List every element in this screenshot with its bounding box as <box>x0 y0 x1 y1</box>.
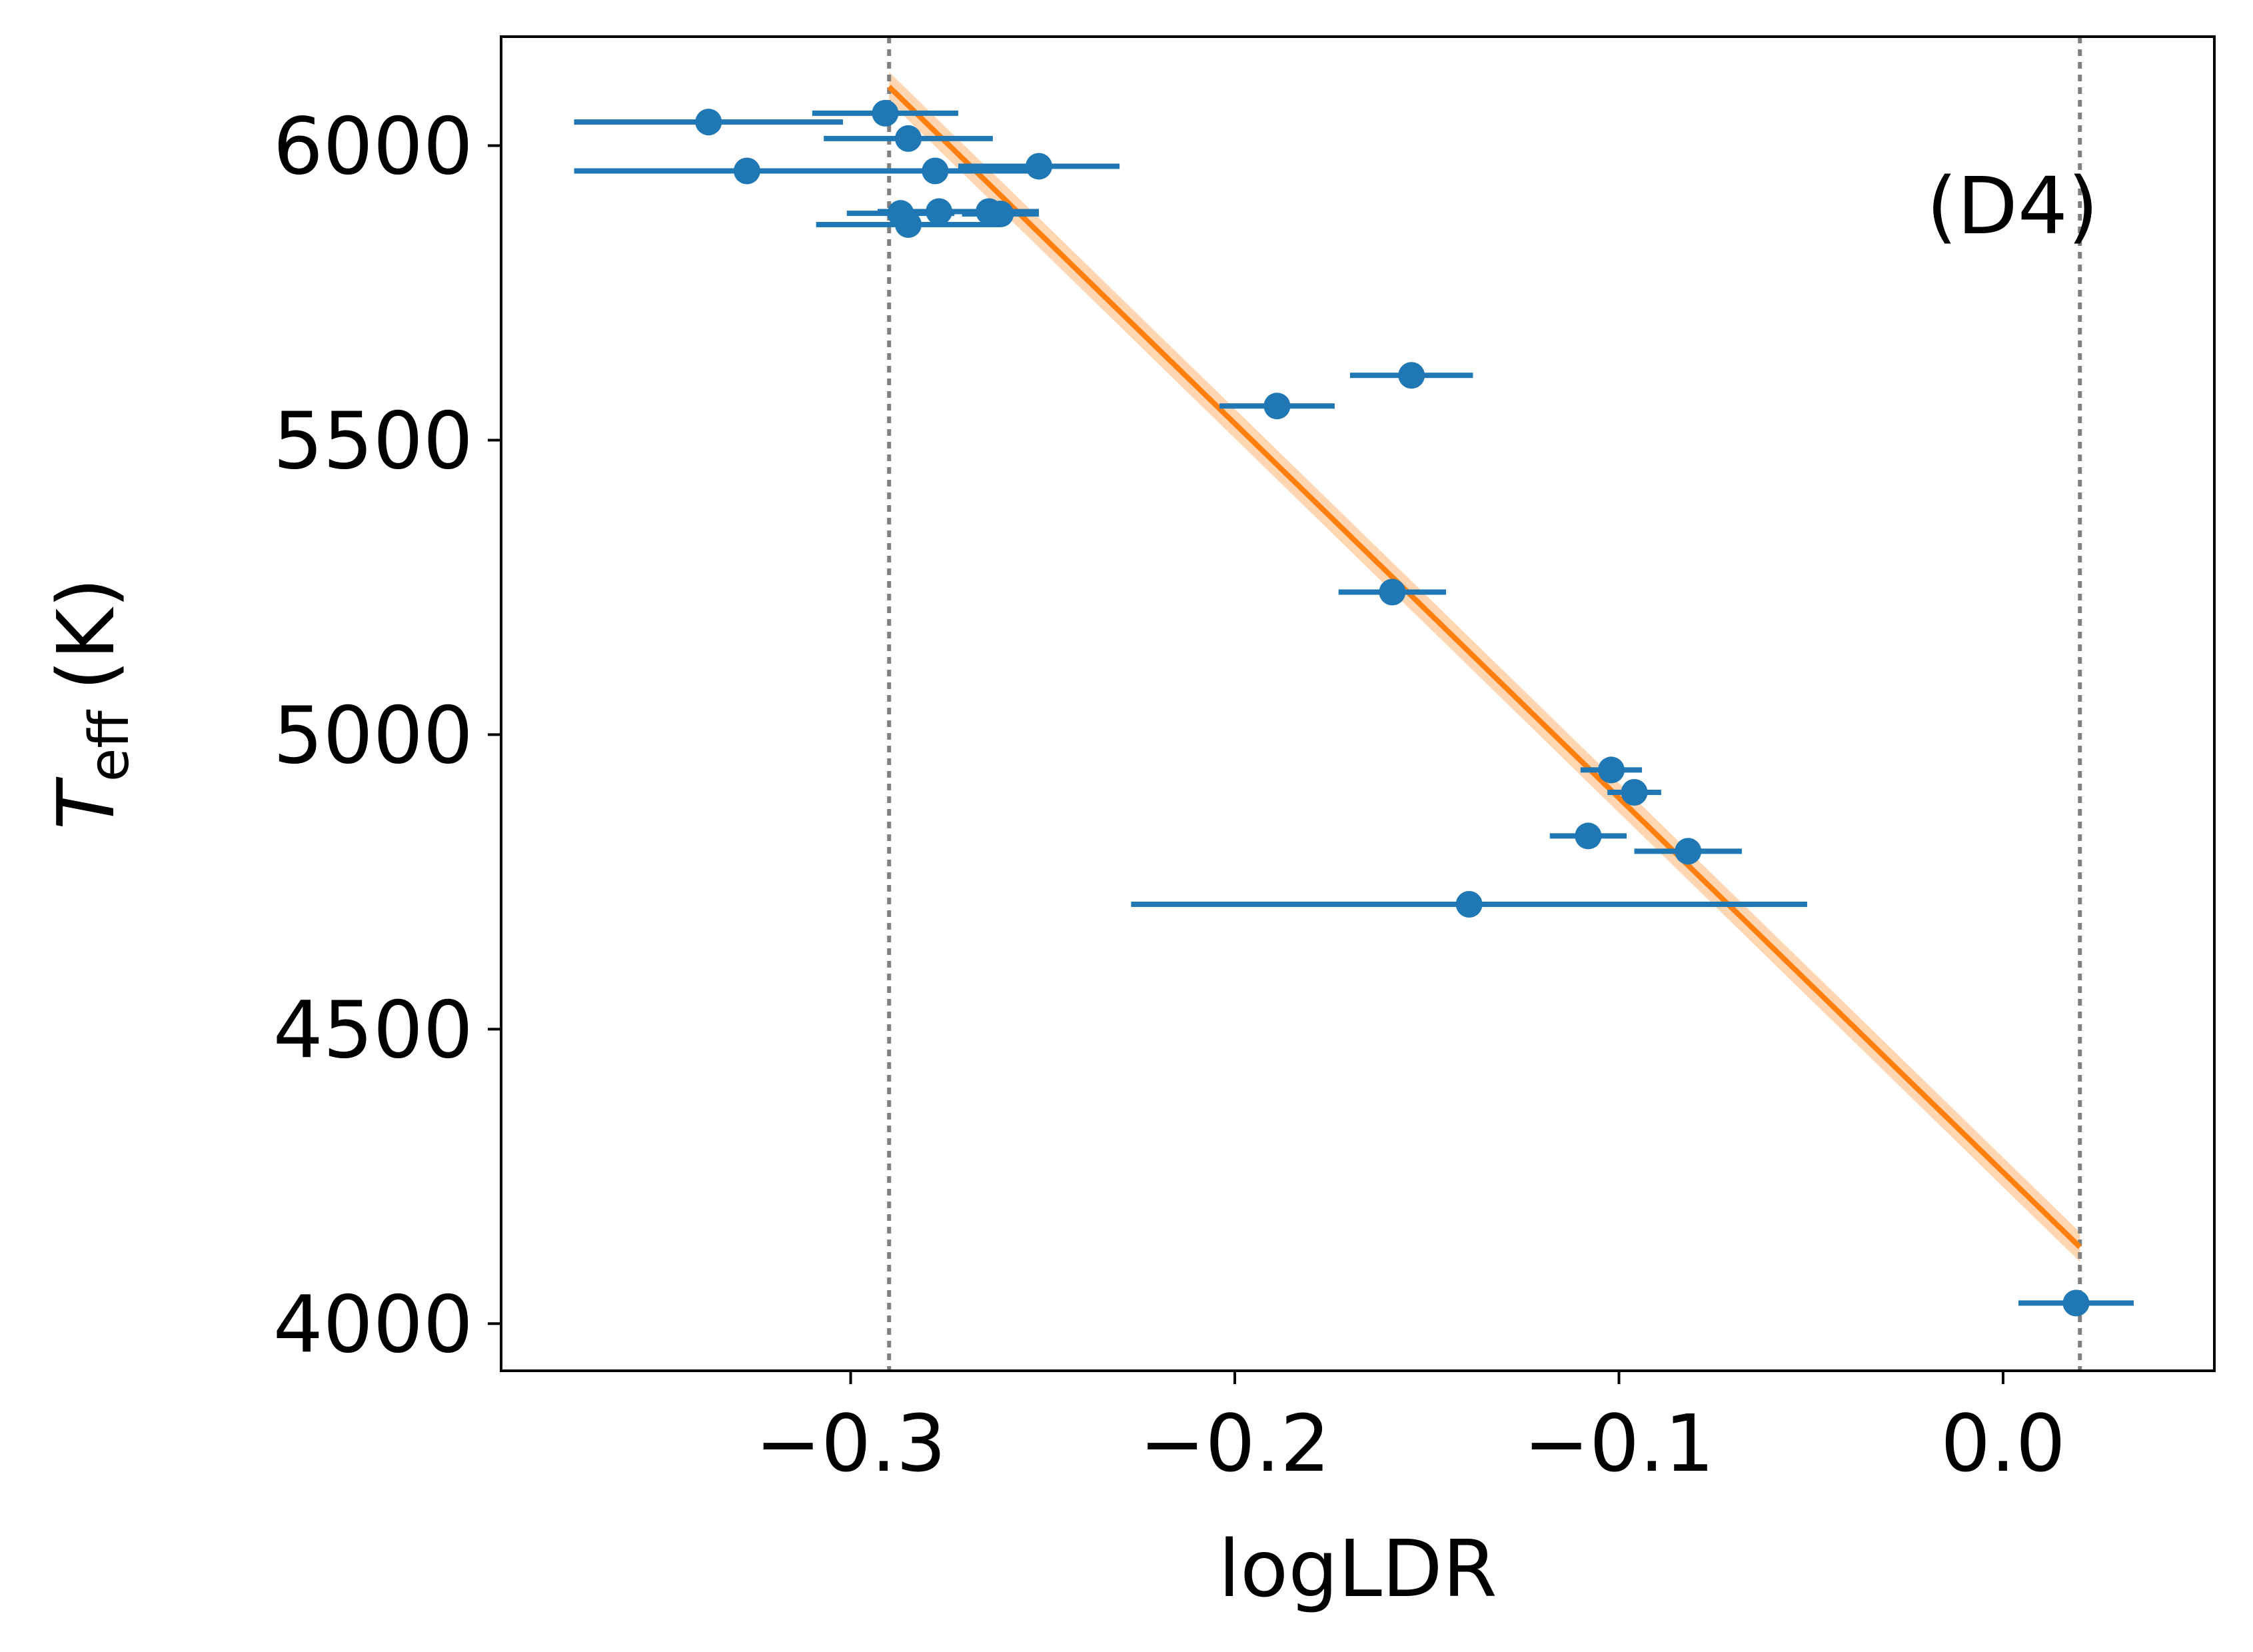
data-point-group-2 <box>824 125 993 152</box>
x-tick-label-2: −0.1 <box>1523 1397 1715 1489</box>
data-point-10 <box>895 211 922 238</box>
x-axis-label: logLDR <box>1218 1523 1497 1615</box>
data-point-9 <box>987 201 1014 228</box>
x-axis-ticks: −0.3 −0.2 −0.1 0.0 <box>755 1371 2066 1489</box>
data-point-group-1 <box>812 99 958 127</box>
data-point-13 <box>1379 578 1406 606</box>
y-tick-label-3: 5500 <box>273 395 473 486</box>
data-point-11 <box>1398 362 1425 389</box>
data-point-2 <box>895 125 922 152</box>
y-axis-label-unit: (K) <box>40 578 132 690</box>
data-point-group-10 <box>816 211 1001 238</box>
data-point-3 <box>733 157 760 185</box>
y-tick-label-1: 4500 <box>273 984 473 1076</box>
data-points-layer <box>574 99 2134 1317</box>
y-axis-label: Teff (K) <box>40 578 141 830</box>
data-point-group-9 <box>962 201 1040 228</box>
data-point-group-18 <box>1131 890 1807 918</box>
data-point-group-15 <box>1607 779 1661 806</box>
panel-annotation: (D4) <box>1926 160 2098 252</box>
data-point-group-5 <box>958 153 1120 180</box>
y-axis-label-main: T <box>40 776 132 830</box>
data-point-14 <box>1597 756 1625 784</box>
y-tick-label-4: 6000 <box>273 101 473 193</box>
data-point-17 <box>1675 838 1702 865</box>
y-tick-label-0: 4000 <box>273 1278 473 1370</box>
data-point-5 <box>1026 153 1053 180</box>
y-axis-ticks: 4000 4500 5000 5500 6000 <box>273 101 501 1370</box>
data-point-group-19 <box>2018 1289 2134 1317</box>
x-tick-label-3: 0.0 <box>1940 1397 2066 1489</box>
y-axis-label-subscript: eff <box>78 709 141 782</box>
data-point-group-0 <box>574 109 844 136</box>
data-point-4 <box>922 157 949 185</box>
plot-frame <box>500 35 2216 1372</box>
data-point-group-14 <box>1580 756 1643 784</box>
x-tick-label-0: −0.3 <box>755 1397 946 1489</box>
data-point-group-17 <box>1634 838 1742 865</box>
data-point-group-16 <box>1549 822 1627 850</box>
data-point-1 <box>872 99 899 127</box>
data-point-group-11 <box>1349 362 1473 389</box>
data-point-group-4 <box>839 157 1032 185</box>
data-point-group-13 <box>1338 578 1447 606</box>
fit-line <box>887 85 2082 1249</box>
x-tick-label-1: −0.2 <box>1139 1397 1331 1489</box>
data-point-0 <box>695 109 722 136</box>
data-point-12 <box>1263 393 1291 420</box>
y-tick-label-2: 5000 <box>273 689 473 781</box>
data-point-18 <box>1455 890 1483 918</box>
data-point-group-12 <box>1219 393 1335 420</box>
data-point-19 <box>2062 1289 2090 1317</box>
data-point-15 <box>1621 779 1648 806</box>
fit-line-layer <box>887 85 2082 1249</box>
data-point-16 <box>1575 822 1602 850</box>
